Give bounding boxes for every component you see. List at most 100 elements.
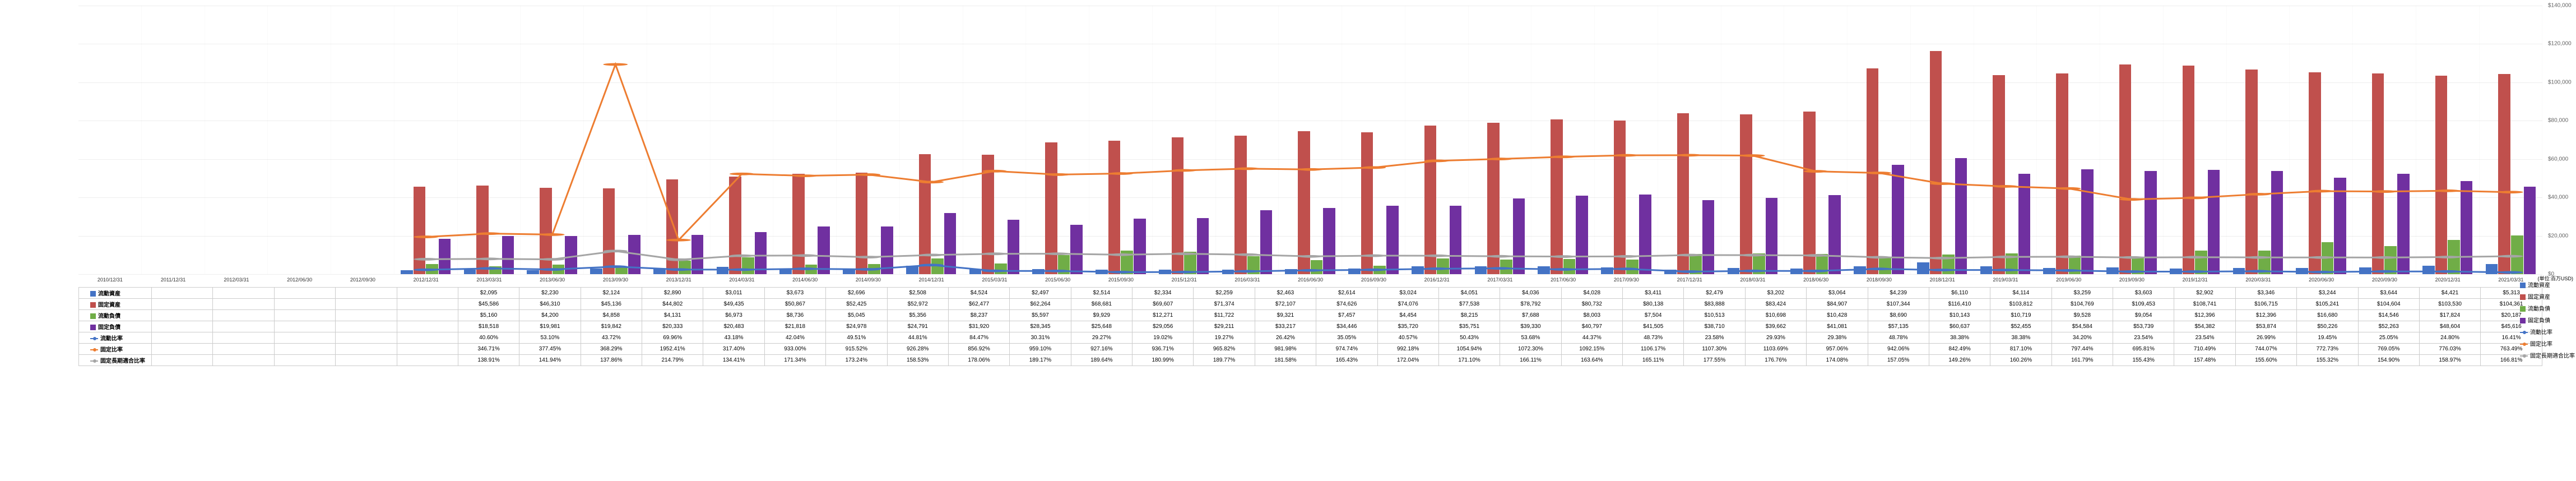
cell: $20,483: [703, 321, 764, 332]
bar-流動負債: [489, 266, 502, 274]
cell: $14,546: [2358, 310, 2419, 321]
cell: $50,867: [764, 299, 825, 310]
cell: $50,226: [2297, 321, 2358, 332]
cell: $3,346: [2235, 288, 2296, 299]
cell: 176.76%: [1745, 355, 1806, 366]
x-label: 2014/03/31: [711, 277, 774, 283]
cell: $4,114: [1990, 288, 2051, 299]
x-label: 2013/12/31: [647, 277, 711, 283]
cell: 19.02%: [1132, 332, 1194, 344]
cell: 40.60%: [458, 332, 519, 344]
bar-流動資産: [717, 267, 729, 274]
x-label: 2017/03/31: [1469, 277, 1532, 283]
cell: 346.71%: [458, 344, 519, 355]
cell: 23.54%: [2113, 332, 2174, 344]
x-label: 2019/03/31: [1974, 277, 2037, 283]
cell: [152, 310, 213, 321]
cell: 48.78%: [1868, 332, 1929, 344]
bar-固定資産: [1930, 51, 1942, 274]
cell: $104,604: [2358, 299, 2419, 310]
cell: $2,696: [826, 288, 887, 299]
cell: 776.03%: [2419, 344, 2480, 355]
cell: [152, 344, 213, 355]
cell: 915.52%: [826, 344, 887, 355]
cell: $29,056: [1132, 321, 1194, 332]
cell: 992.18%: [1377, 344, 1438, 355]
cell: $69,607: [1132, 299, 1194, 310]
cell: $3,011: [703, 288, 764, 299]
cell: 942.06%: [1868, 344, 1929, 355]
bar-固定資産: [2183, 66, 2195, 274]
x-label: 2011/12/31: [142, 277, 205, 283]
bar-固定負債: [1639, 195, 1651, 274]
cell: $20,333: [642, 321, 703, 332]
cell: 38.38%: [1929, 332, 1990, 344]
cell: $4,524: [948, 288, 1009, 299]
cell: 141.94%: [519, 355, 581, 366]
cell: [213, 332, 274, 344]
bar-固定資産: [540, 188, 552, 274]
x-label: 2019/06/30: [2037, 277, 2100, 283]
x-label: 2013/06/30: [521, 277, 584, 283]
bar-流動資産: [2106, 267, 2119, 274]
bar-流動負債: [868, 264, 880, 274]
cell: $2,095: [458, 288, 519, 299]
x-label: 2015/12/31: [1153, 277, 1216, 283]
cell: [336, 344, 397, 355]
cell: $62,264: [1010, 299, 1071, 310]
bar-流動負債: [995, 263, 1007, 274]
cell: $105,241: [2297, 299, 2358, 310]
bar-流動資産: [969, 269, 982, 274]
bar-固定負債: [2208, 170, 2220, 274]
bar-固定資産: [476, 186, 489, 274]
x-label: 2020/03/31: [2227, 277, 2290, 283]
bar-流動負債: [1879, 257, 1891, 274]
cell: $44,802: [642, 299, 703, 310]
cell: $2,902: [2174, 288, 2235, 299]
cell: 936.71%: [1132, 344, 1194, 355]
cell: [213, 321, 274, 332]
cell: $2,124: [581, 288, 642, 299]
cell: $11,722: [1194, 310, 1255, 321]
bar-固定負債: [2018, 174, 2031, 274]
cell: 154.90%: [2358, 355, 2419, 366]
cell: $83,888: [1684, 299, 1745, 310]
x-label: 2017/12/31: [1658, 277, 1721, 283]
cell: 189.64%: [1071, 355, 1132, 366]
data-table: 流動資産$2,095$2,230$2,124$2,890$3,011$3,673…: [78, 287, 2542, 366]
cell: 965.82%: [1194, 344, 1255, 355]
cell: 368.29%: [581, 344, 642, 355]
bar-流動負債: [1816, 254, 1828, 274]
cell: $9,929: [1071, 310, 1132, 321]
bar-固定資産: [1551, 119, 1563, 274]
cell: 38.38%: [1990, 332, 2051, 344]
bar-流動負債: [2006, 253, 2018, 274]
cell: 178.06%: [948, 355, 1009, 366]
cell: [397, 299, 458, 310]
cell: 959.10%: [1010, 344, 1071, 355]
bar-固定資産: [603, 188, 615, 274]
cell: [152, 321, 213, 332]
bar-流動負債: [805, 265, 818, 274]
cell: 48.73%: [1623, 332, 1684, 344]
bar-固定資産: [1108, 141, 1121, 274]
cell: $52,972: [887, 299, 948, 310]
x-label: 2016/12/31: [1405, 277, 1469, 283]
cell: 23.58%: [1684, 332, 1745, 344]
cell: 158.97%: [2419, 355, 2480, 366]
bar-固定負債: [1828, 195, 1841, 274]
bar-流動資産: [1475, 266, 1487, 274]
bar-固定資産: [1361, 132, 1373, 274]
x-axis-labels: 2010/12/312011/12/312012/03/312012/06/30…: [78, 277, 2542, 283]
cell: 180.99%: [1132, 355, 1194, 366]
x-label: 2016/06/30: [1279, 277, 1342, 283]
bar-固定資産: [2498, 74, 2510, 274]
cell: $3,603: [2113, 288, 2174, 299]
cell: [397, 355, 458, 366]
x-label: 2015/09/30: [1089, 277, 1153, 283]
bar-固定資産: [2435, 76, 2448, 274]
cell: 174.08%: [1807, 355, 1868, 366]
x-label: 2013/03/31: [458, 277, 521, 283]
cell: $80,732: [1561, 299, 1622, 310]
cell: 34.20%: [2051, 332, 2113, 344]
